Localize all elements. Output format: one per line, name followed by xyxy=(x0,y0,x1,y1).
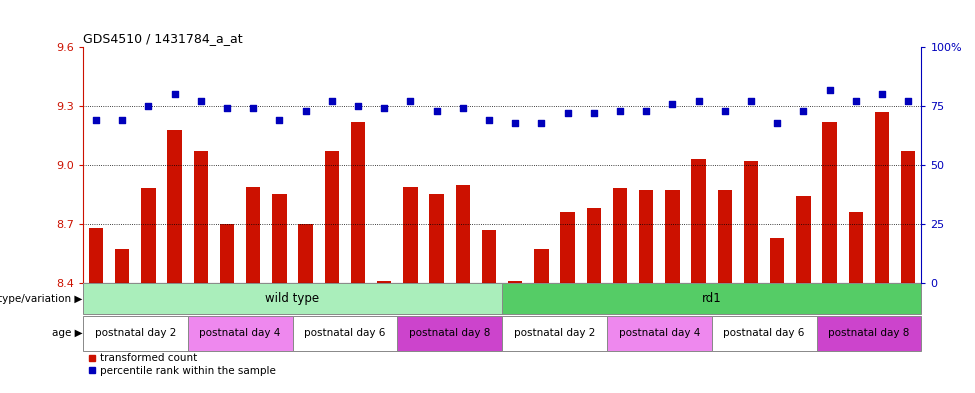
Point xyxy=(743,98,759,105)
Point xyxy=(193,98,209,105)
Point xyxy=(88,117,103,123)
Point xyxy=(560,110,575,116)
Bar xyxy=(823,122,837,283)
Bar xyxy=(377,281,391,283)
Point xyxy=(167,91,182,97)
FancyBboxPatch shape xyxy=(83,283,502,314)
Point xyxy=(691,98,707,105)
Point xyxy=(507,119,523,126)
Point xyxy=(140,103,156,109)
Bar xyxy=(325,151,339,283)
Bar xyxy=(718,191,732,283)
Bar xyxy=(115,249,130,283)
Text: postnatal day 4: postnatal day 4 xyxy=(619,328,700,338)
Bar xyxy=(665,191,680,283)
Bar xyxy=(141,189,156,283)
FancyBboxPatch shape xyxy=(817,316,921,351)
Bar xyxy=(875,112,889,283)
Point xyxy=(586,110,602,116)
Text: postnatal day 8: postnatal day 8 xyxy=(410,328,490,338)
Point xyxy=(246,105,261,112)
Text: genotype/variation ▶: genotype/variation ▶ xyxy=(0,294,83,304)
FancyBboxPatch shape xyxy=(398,316,502,351)
Bar xyxy=(194,151,208,283)
Bar xyxy=(89,228,103,283)
Point xyxy=(612,108,628,114)
Bar xyxy=(691,159,706,283)
Bar xyxy=(482,230,496,283)
Text: postnatal day 4: postnatal day 4 xyxy=(200,328,281,338)
Point xyxy=(848,98,864,105)
Point xyxy=(665,101,681,107)
Text: postnatal day 6: postnatal day 6 xyxy=(723,328,804,338)
Point xyxy=(403,98,418,105)
Bar xyxy=(272,195,287,283)
Point xyxy=(455,105,471,112)
Bar xyxy=(168,130,181,283)
Bar xyxy=(351,122,366,283)
FancyBboxPatch shape xyxy=(187,316,292,351)
FancyBboxPatch shape xyxy=(502,283,921,314)
Bar xyxy=(561,212,575,283)
FancyBboxPatch shape xyxy=(502,316,606,351)
Point xyxy=(482,117,497,123)
Bar xyxy=(770,237,785,283)
Bar xyxy=(797,196,810,283)
Point xyxy=(901,98,916,105)
Bar xyxy=(455,185,470,283)
Point xyxy=(219,105,235,112)
Point xyxy=(429,108,445,114)
Bar xyxy=(639,191,653,283)
Bar xyxy=(613,189,627,283)
Text: postnatal day 8: postnatal day 8 xyxy=(829,328,910,338)
FancyBboxPatch shape xyxy=(292,316,398,351)
FancyBboxPatch shape xyxy=(712,316,817,351)
Point xyxy=(324,98,339,105)
Point xyxy=(822,86,838,93)
Bar xyxy=(534,249,549,283)
Bar xyxy=(848,212,863,283)
Bar xyxy=(587,208,601,283)
Bar xyxy=(901,151,916,283)
Text: postnatal day 6: postnatal day 6 xyxy=(304,328,385,338)
Legend: transformed count, percentile rank within the sample: transformed count, percentile rank withi… xyxy=(88,353,275,376)
Bar xyxy=(298,224,313,283)
Point xyxy=(297,108,313,114)
FancyBboxPatch shape xyxy=(83,316,187,351)
Bar xyxy=(744,161,759,283)
Bar xyxy=(246,187,260,283)
Text: wild type: wild type xyxy=(265,292,320,305)
Point xyxy=(769,119,785,126)
Text: GDS4510 / 1431784_a_at: GDS4510 / 1431784_a_at xyxy=(83,31,243,44)
Bar xyxy=(429,195,444,283)
Point xyxy=(376,105,392,112)
Point xyxy=(350,103,366,109)
FancyBboxPatch shape xyxy=(606,316,712,351)
Text: age ▶: age ▶ xyxy=(53,328,83,338)
Bar xyxy=(219,224,234,283)
Point xyxy=(717,108,732,114)
Point xyxy=(639,108,654,114)
Point xyxy=(796,108,811,114)
Text: postnatal day 2: postnatal day 2 xyxy=(95,328,176,338)
Text: rd1: rd1 xyxy=(702,292,722,305)
Text: postnatal day 2: postnatal day 2 xyxy=(514,328,595,338)
Point xyxy=(114,117,130,123)
Bar xyxy=(508,281,523,283)
Point xyxy=(272,117,288,123)
Point xyxy=(875,91,890,97)
Bar xyxy=(404,187,417,283)
Point xyxy=(533,119,549,126)
